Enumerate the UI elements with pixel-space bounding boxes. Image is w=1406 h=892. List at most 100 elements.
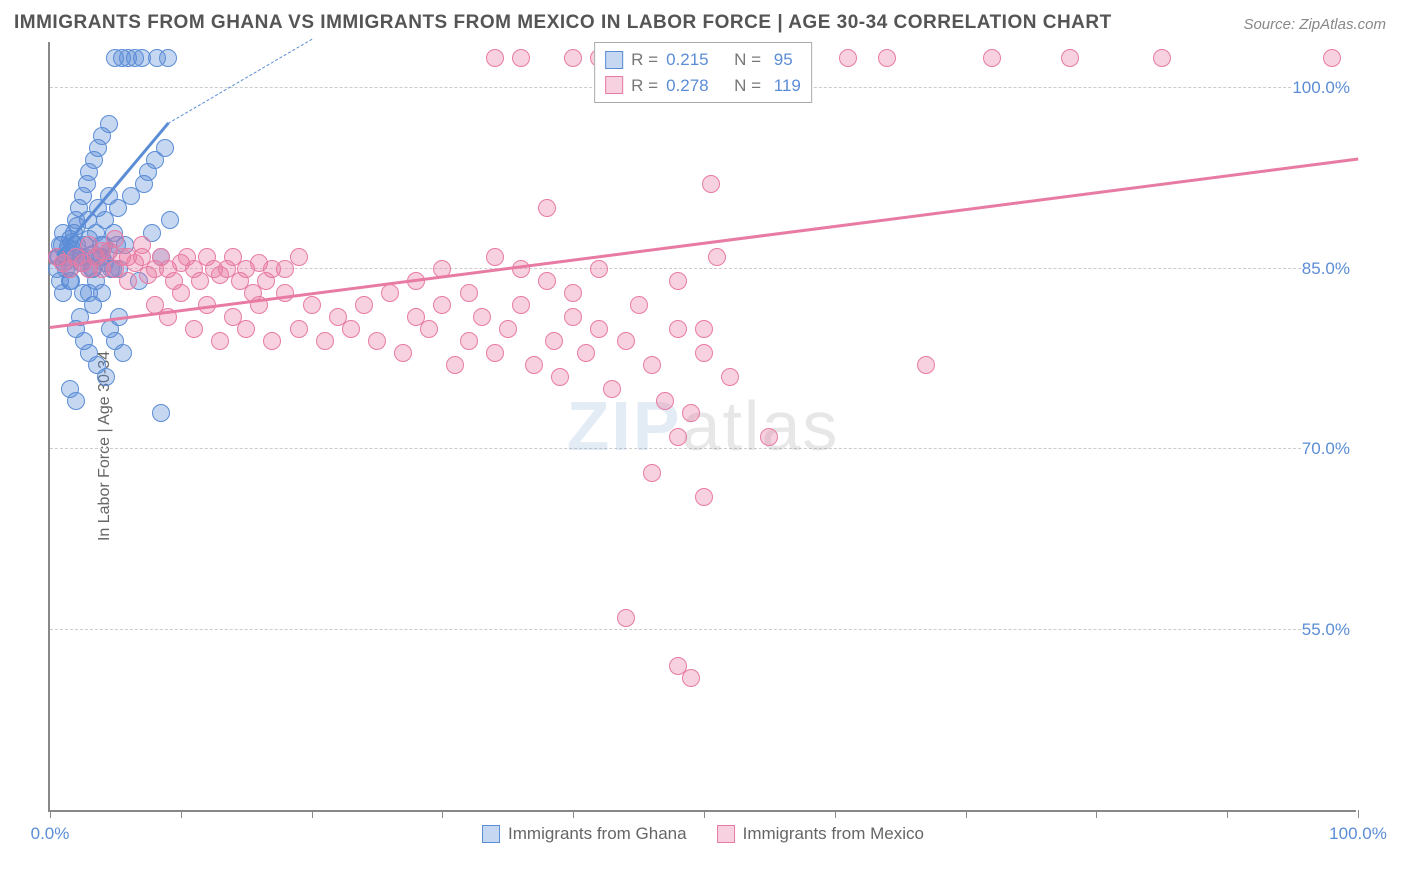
series-legend: Immigrants from Ghana Immigrants from Mex… — [482, 824, 924, 844]
scatter-point — [695, 344, 713, 362]
scatter-point — [460, 284, 478, 302]
scatter-point — [368, 332, 386, 350]
watermark-thin: atlas — [682, 387, 840, 465]
legend-swatch — [482, 825, 500, 843]
x-tick — [50, 810, 51, 818]
x-tick — [704, 810, 705, 818]
scatter-point — [185, 320, 203, 338]
legend-item: Immigrants from Mexico — [717, 824, 924, 844]
scatter-point — [152, 404, 170, 422]
scatter-point — [603, 380, 621, 398]
scatter-point — [100, 115, 118, 133]
scatter-point — [156, 139, 174, 157]
x-tick — [312, 810, 313, 818]
x-tick-label: 100.0% — [1329, 824, 1387, 844]
scatter-point — [760, 428, 778, 446]
scatter-point — [721, 368, 739, 386]
gridline — [50, 629, 1356, 630]
scatter-point — [263, 332, 281, 350]
x-tick — [966, 810, 967, 818]
scatter-point — [538, 199, 556, 217]
chart-title: IMMIGRANTS FROM GHANA VS IMMIGRANTS FROM… — [14, 12, 1112, 34]
y-tick-label: 55.0% — [1302, 620, 1360, 640]
scatter-point — [1153, 49, 1171, 67]
x-tick-label: 0.0% — [31, 824, 70, 844]
scatter-point — [106, 230, 124, 248]
scatter-point — [682, 404, 700, 422]
scatter-point — [708, 248, 726, 266]
scatter-point — [643, 356, 661, 374]
x-tick — [1227, 810, 1228, 818]
scatter-point — [564, 49, 582, 67]
scatter-point — [617, 332, 635, 350]
scatter-point — [486, 49, 504, 67]
scatter-point — [1061, 49, 1079, 67]
scatter-point — [316, 332, 334, 350]
scatter-point — [133, 236, 151, 254]
stats-row: R = 0.215 N = 95 — [605, 47, 801, 73]
scatter-point — [682, 669, 700, 687]
r-value: 0.278 — [666, 73, 709, 99]
scatter-point — [290, 248, 308, 266]
scatter-point — [499, 320, 517, 338]
scatter-point — [702, 175, 720, 193]
r-value: 0.215 — [666, 47, 709, 73]
n-label: N = — [734, 73, 761, 99]
scatter-point — [839, 49, 857, 67]
scatter-point — [237, 320, 255, 338]
n-value: 95 — [769, 47, 793, 73]
scatter-point — [97, 368, 115, 386]
legend-label: Immigrants from Mexico — [743, 824, 924, 844]
scatter-point — [355, 296, 373, 314]
scatter-point — [303, 296, 321, 314]
scatter-point — [420, 320, 438, 338]
scatter-point — [577, 344, 595, 362]
scatter-point — [590, 320, 608, 338]
scatter-point — [67, 392, 85, 410]
scatter-point — [695, 488, 713, 506]
scatter-point — [394, 344, 412, 362]
scatter-point — [545, 332, 563, 350]
legend-label: Immigrants from Ghana — [508, 824, 687, 844]
scatter-point — [643, 464, 661, 482]
scatter-point — [878, 49, 896, 67]
n-label: N = — [734, 47, 761, 73]
source-label: Source: ZipAtlas.com — [1243, 16, 1386, 33]
scatter-point — [564, 308, 582, 326]
y-tick-label: 85.0% — [1302, 259, 1360, 279]
scatter-point — [159, 49, 177, 67]
y-tick-label: 70.0% — [1302, 439, 1360, 459]
scatter-point — [525, 356, 543, 374]
trend-line-extension — [167, 39, 311, 124]
r-label: R = — [631, 73, 658, 99]
scatter-point — [917, 356, 935, 374]
scatter-point — [617, 609, 635, 627]
legend-swatch — [717, 825, 735, 843]
scatter-point — [630, 296, 648, 314]
scatter-point — [381, 284, 399, 302]
scatter-point — [473, 308, 491, 326]
scatter-point — [669, 320, 687, 338]
scatter-point — [512, 296, 530, 314]
scatter-point — [290, 320, 308, 338]
n-value: 119 — [769, 73, 801, 99]
legend-swatch — [605, 51, 623, 69]
x-tick — [1358, 810, 1359, 818]
x-tick — [1096, 810, 1097, 818]
scatter-point — [446, 356, 464, 374]
x-tick — [181, 810, 182, 818]
chart-plot-area: ZIPatlas R = 0.215 N = 95 R = 0.278 N = 119… — [48, 42, 1356, 812]
watermark: ZIPatlas — [567, 386, 840, 466]
scatter-point — [161, 211, 179, 229]
r-label: R = — [631, 47, 658, 73]
scatter-point — [669, 428, 687, 446]
scatter-point — [512, 49, 530, 67]
scatter-point — [551, 368, 569, 386]
scatter-point — [1323, 49, 1341, 67]
scatter-point — [119, 272, 137, 290]
scatter-point — [695, 320, 713, 338]
scatter-point — [486, 344, 504, 362]
legend-swatch — [605, 76, 623, 94]
scatter-point — [172, 284, 190, 302]
scatter-point — [590, 260, 608, 278]
